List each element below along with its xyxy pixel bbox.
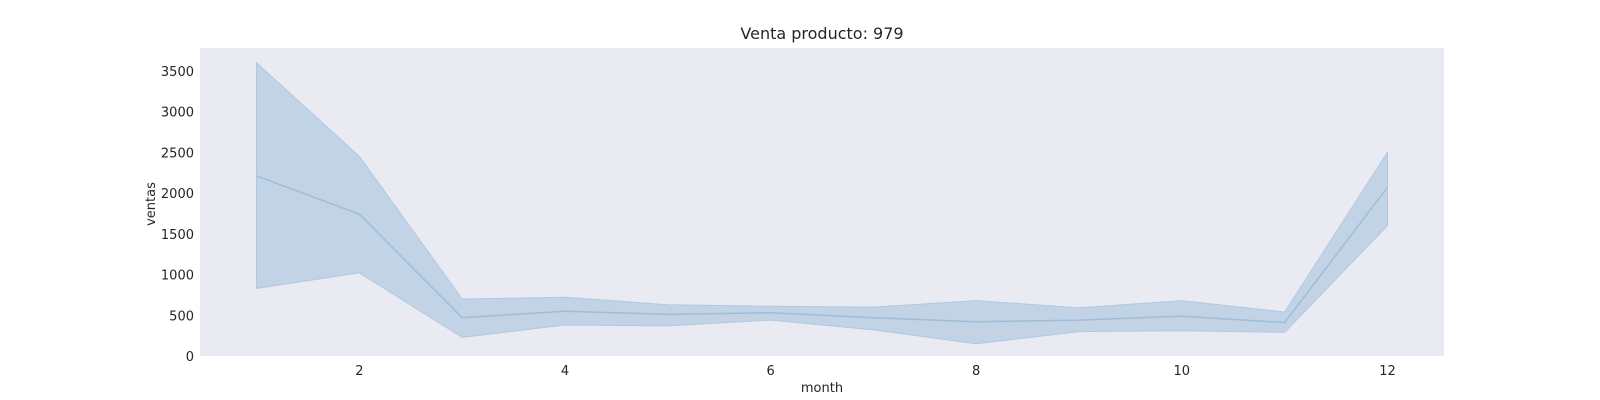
- y-tick-label: 500: [169, 309, 194, 324]
- x-axis-label: month: [801, 381, 843, 396]
- y-axis-label: ventas: [144, 182, 159, 226]
- x-tick-label: 8: [972, 364, 980, 379]
- y-tick-label: 0: [186, 350, 194, 365]
- y-tick-label: 3000: [161, 106, 194, 121]
- y-tick-label: 2000: [161, 187, 194, 202]
- chart-title: Venta producto: 979: [740, 24, 903, 43]
- y-tick-label: 1000: [161, 269, 194, 284]
- y-tick-label: 2500: [161, 146, 194, 161]
- x-tick-label: 4: [561, 364, 569, 379]
- y-tick-label: 1500: [161, 228, 194, 243]
- x-tick-label: 10: [1174, 364, 1191, 379]
- confidence-band: [256, 61, 1388, 345]
- x-tick-label: 6: [766, 364, 774, 379]
- x-tick-label: 2: [355, 364, 363, 379]
- x-tick-label: 12: [1379, 364, 1396, 379]
- series-line: [256, 175, 1389, 324]
- plot-background: [200, 48, 1444, 356]
- y-tick-label: 3500: [161, 65, 194, 80]
